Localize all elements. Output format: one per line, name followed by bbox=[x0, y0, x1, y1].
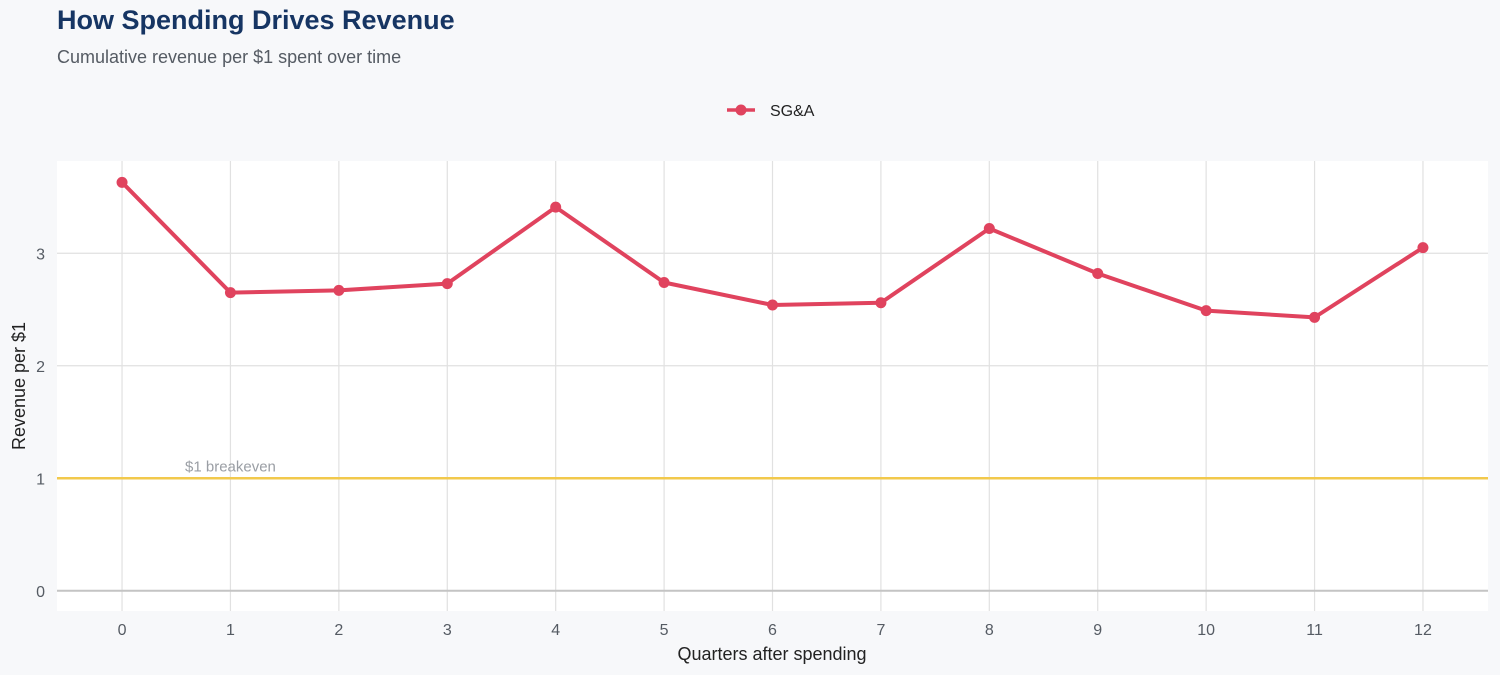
x-tick-label: 1 bbox=[226, 622, 235, 639]
y-axis-title: Revenue per $1 bbox=[9, 322, 29, 450]
data-point bbox=[550, 201, 562, 213]
series-points-sga bbox=[116, 176, 1429, 323]
y-tick-label: 0 bbox=[36, 584, 45, 601]
chart-title: How Spending Drives Revenue bbox=[57, 5, 455, 35]
x-tick-label: 8 bbox=[985, 622, 994, 639]
x-axis-title: Quarters after spending bbox=[677, 644, 866, 664]
data-point bbox=[1200, 305, 1212, 317]
data-point bbox=[983, 223, 995, 234]
chart-subtitle: Cumulative revenue per $1 spent over tim… bbox=[57, 47, 402, 67]
data-point bbox=[333, 284, 345, 296]
x-axis-ticks: 0 1 2 3 4 5 6 7 8 9 10 11 12 bbox=[118, 622, 1432, 639]
y-tick-label: 1 bbox=[36, 471, 45, 488]
legend-swatch-marker bbox=[735, 104, 747, 116]
data-point bbox=[875, 297, 887, 309]
x-tick-label: 5 bbox=[660, 622, 669, 639]
legend: SG&A bbox=[727, 103, 815, 120]
data-point bbox=[224, 287, 236, 299]
x-tick-label: 4 bbox=[551, 622, 560, 639]
x-tick-label: 3 bbox=[443, 622, 452, 639]
data-point bbox=[116, 176, 128, 188]
data-point bbox=[441, 278, 453, 290]
legend-label-sga: SG&A bbox=[770, 103, 815, 120]
data-point bbox=[767, 299, 778, 311]
x-tick-label: 9 bbox=[1093, 622, 1102, 639]
y-axis-ticks: 0 1 2 3 bbox=[36, 246, 45, 601]
x-tick-label: 10 bbox=[1197, 622, 1215, 639]
data-point bbox=[658, 277, 670, 288]
breakeven-label: $1 breakeven bbox=[185, 458, 276, 475]
x-tick-label: 11 bbox=[1306, 622, 1323, 639]
x-tick-label: 2 bbox=[334, 622, 343, 639]
data-point bbox=[1309, 311, 1321, 323]
y-tick-label: 3 bbox=[36, 246, 45, 263]
x-tick-label: 7 bbox=[876, 622, 885, 639]
x-tick-label: 6 bbox=[768, 622, 777, 639]
x-tick-label: 0 bbox=[118, 622, 127, 639]
y-tick-label: 2 bbox=[36, 359, 45, 376]
data-point bbox=[1417, 242, 1429, 254]
data-point bbox=[1092, 268, 1104, 279]
x-tick-label: 12 bbox=[1414, 622, 1432, 639]
